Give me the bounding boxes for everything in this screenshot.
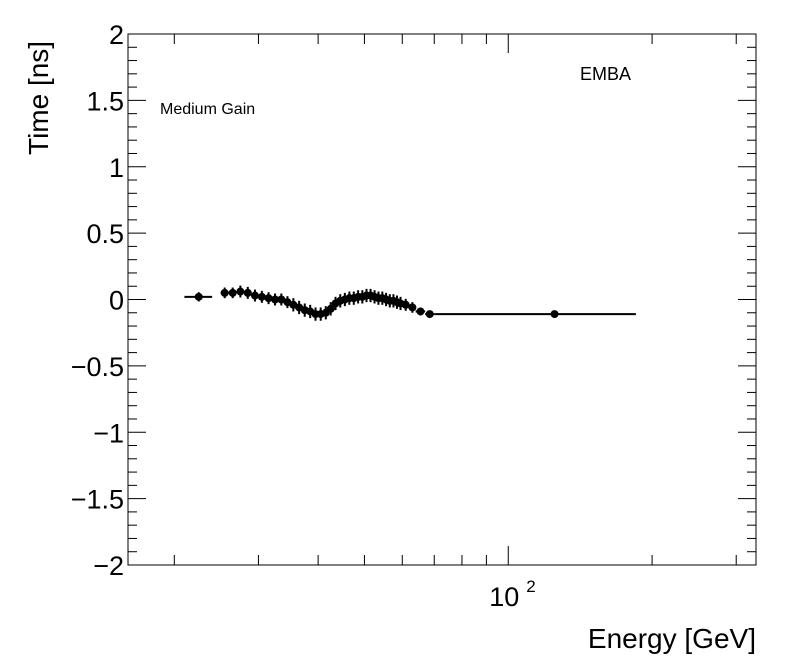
x-tick-label-exponent: 2 [526, 577, 535, 596]
data-point [271, 295, 280, 304]
data-point [408, 303, 417, 312]
y-tick-label: 1.5 [86, 86, 124, 116]
data-point [257, 292, 266, 301]
data-point [250, 291, 259, 300]
axis-ticks [128, 33, 756, 566]
data-point [416, 307, 425, 316]
data-point [425, 310, 434, 319]
data-point [220, 288, 229, 297]
y-tick-label: 2 [109, 20, 124, 50]
data-point [236, 287, 245, 296]
y-tick-label: −1.5 [71, 485, 124, 515]
y-tick-labels: 2 1.5 1 0.5 0 −0.5 −1 −1.5 −2 [71, 20, 124, 581]
annotation-emba: EMBA [580, 64, 631, 84]
data-point [401, 300, 410, 309]
data-point [228, 288, 237, 297]
y-tick-label: −1 [93, 418, 124, 448]
data-point [277, 295, 286, 304]
x-tick-label: 10 [489, 582, 519, 612]
data-point [243, 288, 252, 297]
y-tick-label: 0.5 [86, 219, 124, 249]
data-point [194, 292, 203, 301]
y-tick-label: 0 [109, 286, 124, 316]
data-point [264, 294, 273, 303]
y-tick-label: −0.5 [71, 352, 124, 382]
x-tick-labels: 10 2 [489, 577, 535, 612]
annotation-medium-gain: Medium Gain [160, 101, 255, 118]
data-point [326, 304, 335, 313]
data-series [184, 285, 636, 321]
y-tick-label: −2 [93, 551, 124, 581]
x-axis-title: Energy [GeV] [588, 623, 756, 654]
y-tick-label: 1 [109, 153, 124, 183]
y-axis-title: Time [ns] [23, 41, 54, 155]
data-point [550, 310, 559, 319]
